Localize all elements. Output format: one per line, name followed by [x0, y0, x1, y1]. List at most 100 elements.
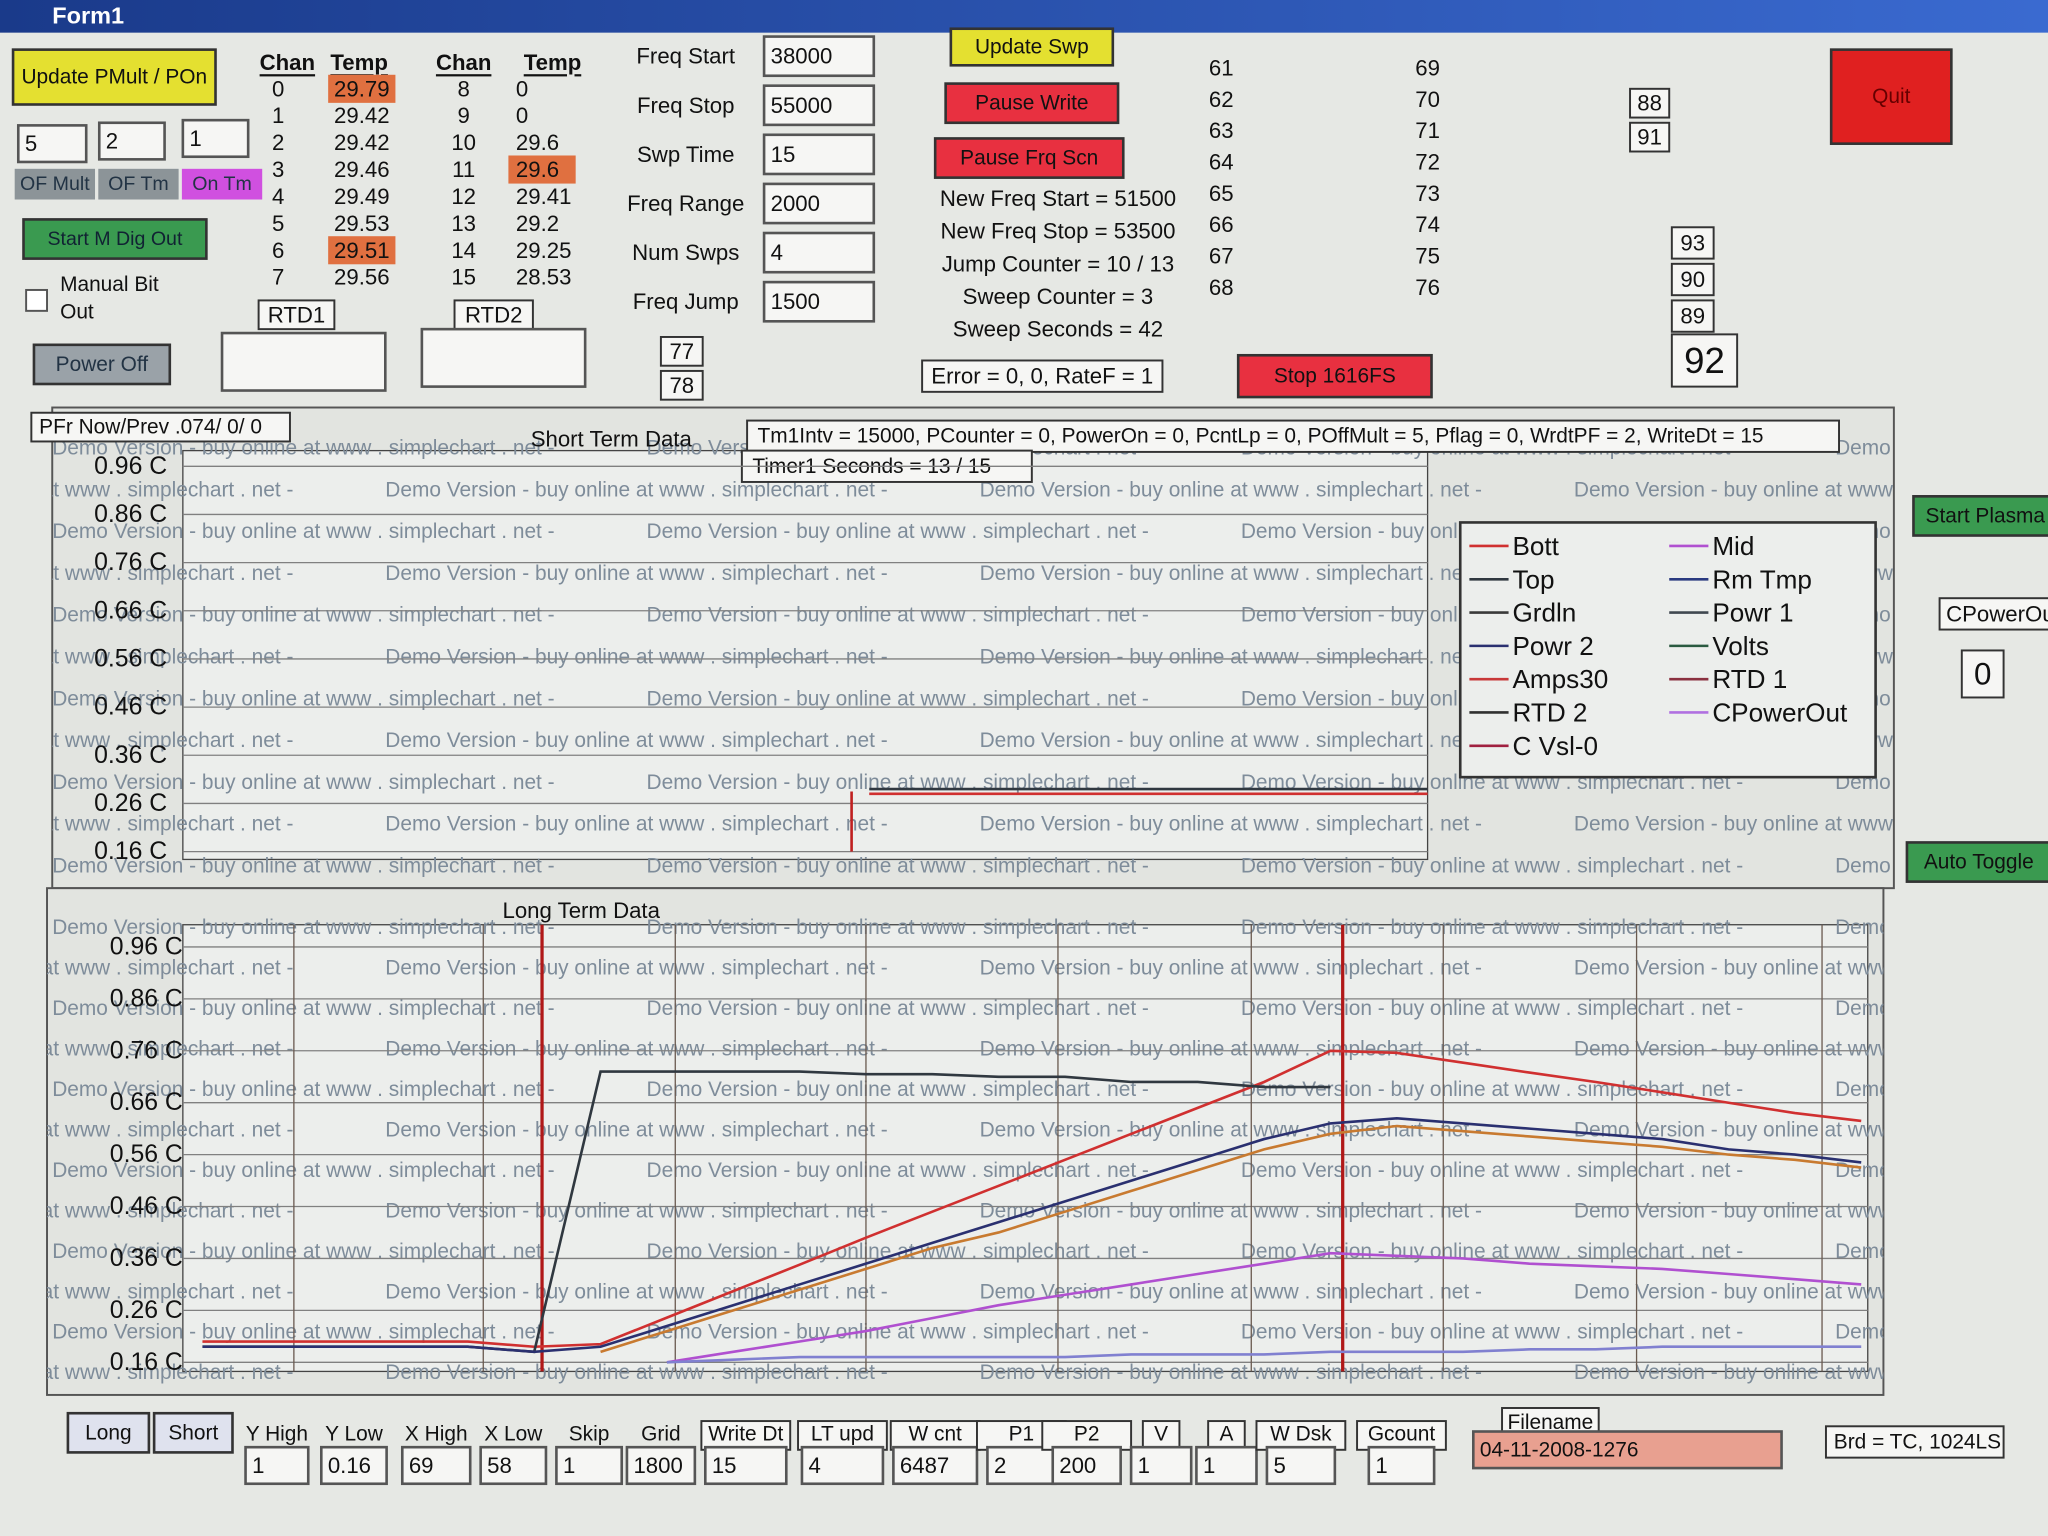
- field-value[interactable]: 5: [25, 131, 37, 156]
- text-field[interactable]: [762, 35, 876, 78]
- button[interactable]: [1905, 841, 2048, 883]
- button-label[interactable]: Start M Dig Out: [47, 228, 182, 250]
- text-field[interactable]: [479, 1445, 548, 1486]
- field-value[interactable]: 38000: [771, 44, 833, 69]
- field-value[interactable]: 69: [409, 1453, 434, 1478]
- field-value[interactable]: 15: [771, 142, 796, 167]
- text-field[interactable]: [181, 118, 250, 159]
- watermark-text: Demo Version - buy online at www . simpl…: [1574, 1118, 2048, 1141]
- text-field[interactable]: [703, 1445, 788, 1486]
- field-value[interactable]: 15: [712, 1453, 737, 1478]
- field-value[interactable]: 1: [252, 1453, 264, 1478]
- field-value[interactable]: 1: [1203, 1453, 1215, 1478]
- button[interactable]: [1236, 353, 1433, 399]
- text-field[interactable]: [97, 121, 166, 161]
- text-field[interactable]: [762, 182, 876, 225]
- button-label[interactable]: Long: [85, 1421, 131, 1444]
- text-field[interactable]: [762, 84, 876, 127]
- field-value[interactable]: 0.16: [328, 1453, 371, 1478]
- button[interactable]: [933, 137, 1125, 179]
- text-field[interactable]: [400, 1445, 472, 1486]
- text-field[interactable]: [16, 124, 88, 164]
- label-box: [1938, 597, 2048, 631]
- text-field[interactable]: [762, 133, 876, 176]
- text-field[interactable]: [244, 1445, 310, 1486]
- button-label[interactable]: Quit: [1872, 85, 1910, 108]
- text-field[interactable]: [1129, 1445, 1193, 1486]
- watermark-text: Demo Version - buy online at www . simpl…: [385, 478, 887, 501]
- field-value[interactable]: 04-11-2008-1276: [1480, 1438, 1639, 1461]
- field-value[interactable]: 4: [771, 240, 783, 265]
- watermark-text: Demo Version - buy online at www . simpl…: [980, 645, 1482, 668]
- highlight-cell: [328, 74, 396, 103]
- button-label[interactable]: Update Swp: [975, 36, 1089, 59]
- table-cell: 29.6: [516, 157, 559, 182]
- legend-label: Bott: [1512, 531, 1559, 561]
- text-field[interactable]: [892, 1445, 979, 1486]
- button[interactable]: [949, 27, 1115, 67]
- field-value[interactable]: 2: [994, 1453, 1006, 1478]
- field-value[interactable]: 1800: [633, 1453, 682, 1478]
- button-label[interactable]: Pause Write: [975, 92, 1088, 115]
- text-field[interactable]: [1472, 1430, 1783, 1470]
- button[interactable]: [152, 1411, 234, 1454]
- watermark-text: Demo Version - buy online at www . simpl…: [385, 562, 887, 585]
- button[interactable]: [32, 343, 172, 386]
- text-field[interactable]: [1265, 1445, 1337, 1486]
- button-label[interactable]: Auto Toggle: [1924, 851, 2034, 874]
- button-label[interactable]: Pause Frq Scn: [960, 147, 1098, 170]
- label: 63: [1209, 118, 1234, 143]
- field-value[interactable]: 1: [189, 126, 201, 151]
- button-label[interactable]: Short: [168, 1421, 218, 1444]
- label: Write Dt: [708, 1423, 783, 1446]
- text-field[interactable]: [555, 1445, 624, 1486]
- field-value[interactable]: 5: [1273, 1453, 1285, 1478]
- field-value[interactable]: 1: [1375, 1453, 1387, 1478]
- field-value[interactable]: 58: [487, 1453, 512, 1478]
- small-box: [659, 336, 704, 367]
- button-label[interactable]: Stop 1616FS: [1274, 365, 1396, 388]
- button[interactable]: [66, 1411, 151, 1454]
- text-field[interactable]: [1051, 1445, 1122, 1486]
- text-field[interactable]: [1195, 1445, 1258, 1486]
- text-field[interactable]: [986, 1445, 1057, 1486]
- text-field[interactable]: [1367, 1445, 1436, 1486]
- text-field[interactable]: [762, 231, 876, 274]
- field-value[interactable]: 2000: [771, 191, 820, 216]
- y-tick-label: 0.36 C: [94, 742, 167, 769]
- field-value[interactable]: 1500: [771, 289, 820, 314]
- field-value[interactable]: 1: [563, 1453, 575, 1478]
- table-cell: 29.42: [334, 130, 390, 155]
- text-field[interactable]: [319, 1445, 388, 1486]
- button-label[interactable]: Power Off: [56, 353, 149, 376]
- highlight-cell: [328, 236, 396, 265]
- label: 0: [1974, 656, 1991, 691]
- field-value[interactable]: 1: [1138, 1453, 1150, 1478]
- field-value[interactable]: 200: [1059, 1453, 1096, 1478]
- field-value[interactable]: 2: [106, 129, 118, 154]
- table-cell: 11: [452, 157, 475, 182]
- button-label[interactable]: Update PMult / POn: [21, 66, 207, 89]
- text-field[interactable]: [762, 280, 876, 323]
- watermark-text: Demo Version - buy online at www . simpl…: [385, 1199, 887, 1222]
- field-value[interactable]: 4: [808, 1453, 820, 1478]
- button[interactable]: [22, 218, 208, 260]
- label: 64: [1209, 149, 1234, 174]
- watermark-text: Demo Version - buy online at www . simpl…: [647, 1159, 1149, 1182]
- checkbox[interactable]: [25, 288, 48, 312]
- button[interactable]: [1912, 495, 2048, 537]
- watermark-text: Demo Version - buy online at www . simpl…: [52, 520, 554, 543]
- button[interactable]: [944, 82, 1120, 125]
- field-value[interactable]: 55000: [771, 93, 833, 118]
- status-box: [746, 419, 1840, 453]
- field-value[interactable]: 6487: [900, 1453, 949, 1478]
- button[interactable]: [1829, 48, 1953, 145]
- short-plot-area: [182, 449, 1429, 861]
- table-cell: 15: [451, 265, 476, 290]
- button[interactable]: [11, 48, 217, 106]
- legend-label: Powr 1: [1712, 598, 1793, 628]
- text-field[interactable]: [625, 1445, 697, 1486]
- text-field[interactable]: [800, 1445, 885, 1486]
- button-label[interactable]: Start Plasma: [1926, 504, 2046, 527]
